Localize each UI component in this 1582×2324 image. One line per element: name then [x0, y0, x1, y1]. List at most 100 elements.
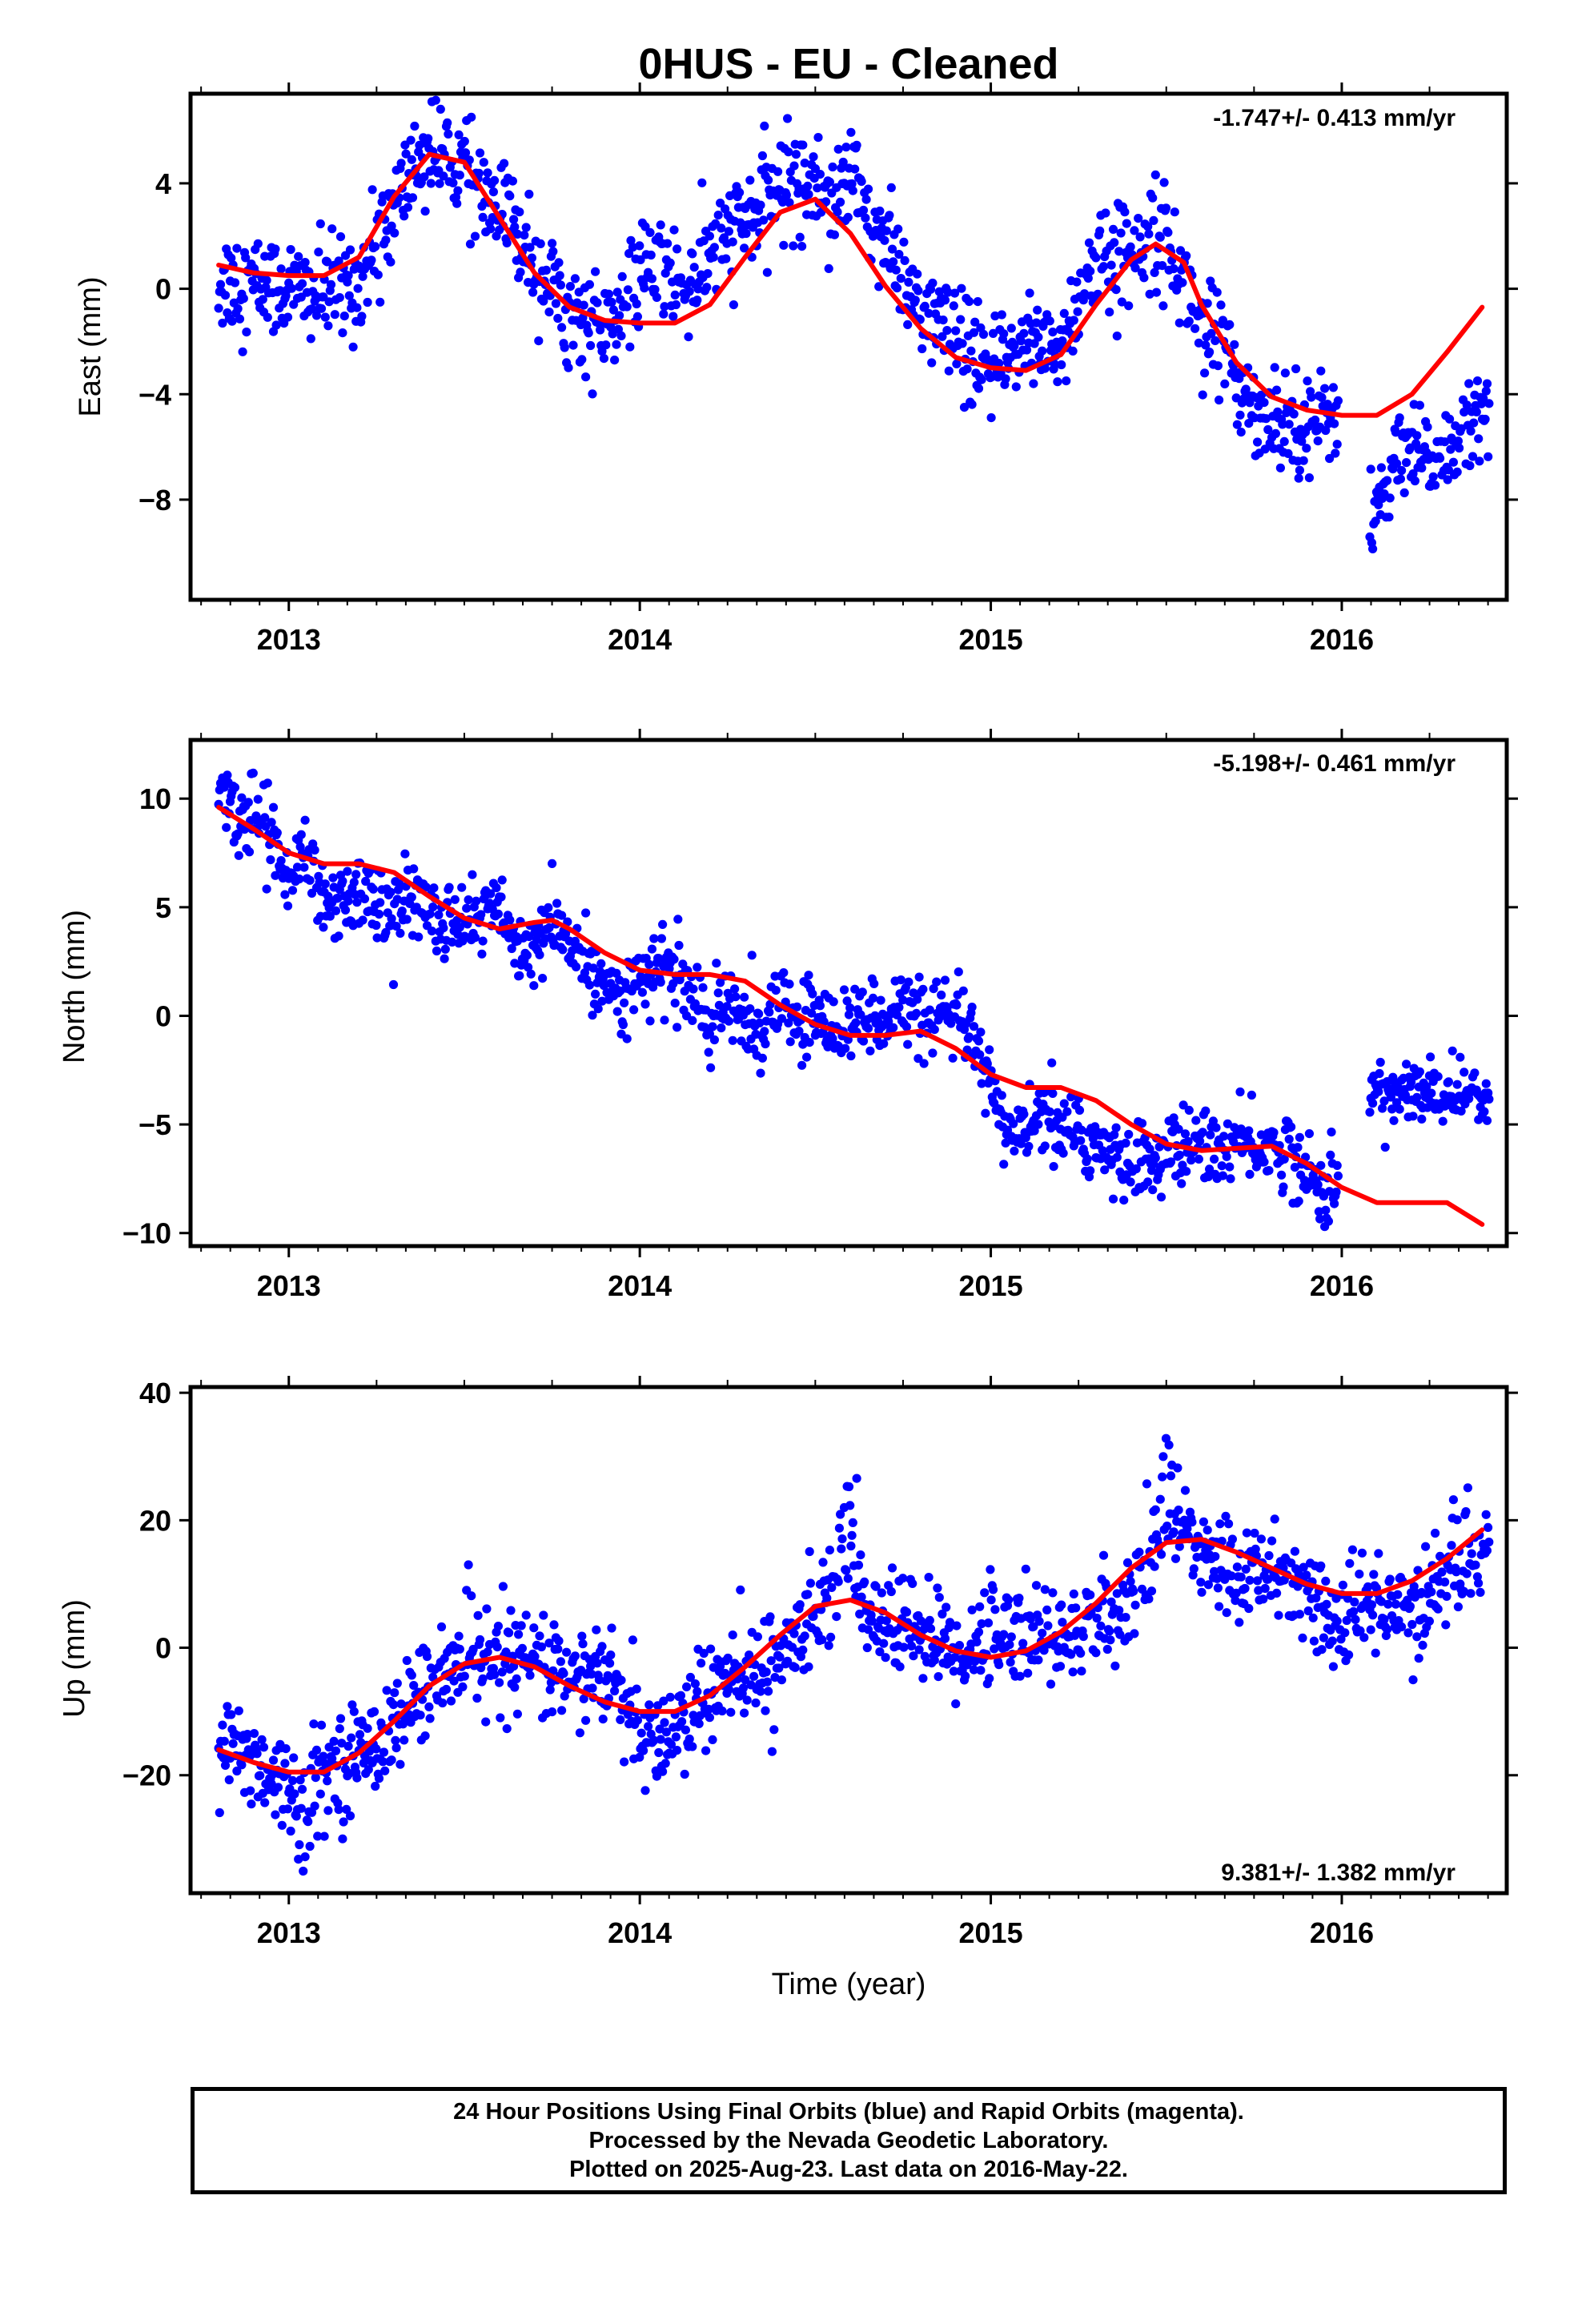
data-point [1062, 1107, 1072, 1116]
data-point [333, 893, 343, 903]
data-point [658, 1767, 668, 1776]
data-point [656, 1735, 665, 1744]
data-point [472, 896, 481, 906]
data-point [745, 175, 755, 185]
data-point [914, 972, 924, 982]
data-point [1217, 1536, 1227, 1546]
data-point [824, 1641, 833, 1651]
data-point [698, 983, 708, 992]
data-point [343, 277, 352, 287]
data-point [669, 312, 678, 321]
data-point [338, 1834, 347, 1844]
data-point [224, 1775, 234, 1785]
data-point [1006, 1658, 1015, 1667]
data-point [1424, 1616, 1434, 1626]
data-point [778, 197, 788, 207]
data-point [283, 1804, 293, 1814]
data-point [950, 288, 960, 298]
data-point [1456, 1052, 1465, 1062]
data-point [492, 1642, 502, 1652]
data-point [1482, 1116, 1492, 1125]
data-point [708, 1735, 717, 1744]
data-point [500, 159, 509, 168]
data-point [858, 205, 869, 215]
data-point [891, 265, 901, 275]
data-point [928, 278, 938, 288]
data-point [408, 193, 418, 203]
data-point [400, 1735, 409, 1745]
data-point [887, 244, 897, 254]
data-point [1086, 1590, 1095, 1600]
data-point [777, 1014, 787, 1023]
data-point [1241, 384, 1251, 394]
data-point [671, 1732, 681, 1742]
data-point [454, 130, 464, 139]
data-point [1316, 1561, 1326, 1570]
data-point [969, 1022, 979, 1031]
data-point [415, 140, 424, 150]
data-point [671, 300, 681, 310]
data-point [324, 297, 334, 307]
data-point [592, 298, 602, 308]
data-point [1386, 1092, 1395, 1102]
data-point [460, 136, 469, 147]
data-point [506, 1606, 516, 1615]
y-tick-label: 20 [139, 1504, 171, 1537]
data-point [1066, 1092, 1076, 1102]
data-point [741, 228, 751, 239]
data-point [1053, 377, 1062, 387]
data-point [1379, 1614, 1389, 1624]
data-point [724, 1685, 734, 1695]
data-point [581, 372, 591, 382]
data-point [832, 1612, 841, 1622]
plot-frame-north [188, 738, 1509, 1248]
data-point [974, 1036, 984, 1046]
data-point [673, 1023, 682, 1032]
data-point [306, 334, 315, 344]
data-point [363, 1723, 372, 1733]
data-point [850, 984, 860, 994]
data-point [681, 1725, 691, 1735]
data-point [1462, 1569, 1472, 1578]
data-point [826, 1632, 836, 1642]
data-point [215, 1807, 224, 1818]
data-point [319, 1831, 329, 1841]
data-point [1069, 1589, 1078, 1598]
data-point [784, 1018, 793, 1027]
data-point [382, 1686, 391, 1695]
data-point [1130, 226, 1139, 235]
data-point [557, 911, 567, 920]
data-point [852, 1474, 861, 1483]
data-point [735, 187, 745, 197]
data-point [969, 328, 979, 337]
x-tick-label: 2013 [257, 1269, 321, 1302]
data-point [593, 1004, 603, 1014]
data-point [632, 299, 641, 309]
data-point [654, 954, 664, 963]
data-point [940, 975, 950, 985]
data-point [709, 243, 720, 252]
data-point [762, 1677, 773, 1687]
data-point [754, 1009, 764, 1019]
data-point [478, 936, 488, 946]
x-tick-label: 2013 [257, 623, 321, 656]
data-point [1042, 1605, 1052, 1614]
data-point [789, 161, 799, 171]
data-point [644, 1722, 653, 1731]
data-point [273, 1783, 283, 1792]
footer-line-2: Processed by the Nevada Geodetic Laborat… [588, 2128, 1109, 2153]
data-point [797, 242, 807, 251]
points-north-1 [1365, 1046, 1494, 1152]
data-point [649, 1735, 659, 1745]
data-point [1159, 178, 1169, 187]
data-point [1263, 424, 1273, 435]
data-point [1271, 428, 1280, 439]
data-point [1009, 1119, 1018, 1128]
data-point [260, 813, 270, 822]
data-point [1447, 1046, 1457, 1055]
y-tick-label: −8 [139, 484, 171, 517]
data-point [470, 231, 480, 241]
data-point [414, 932, 424, 942]
data-point [757, 1053, 768, 1063]
data-point [1463, 1483, 1472, 1493]
